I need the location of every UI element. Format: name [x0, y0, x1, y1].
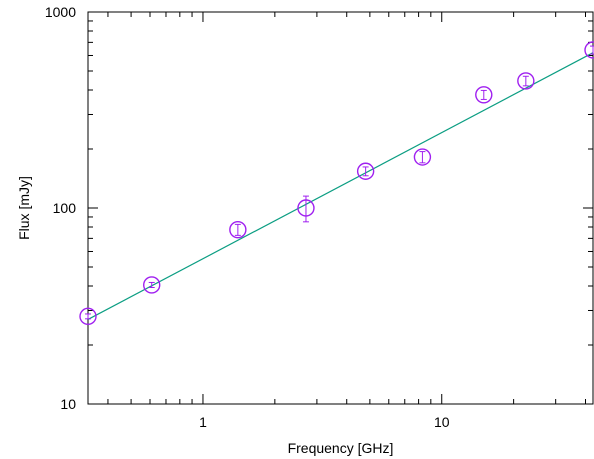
data-point — [143, 276, 161, 294]
fit-line — [87, 52, 594, 320]
plot-frame — [87, 11, 594, 405]
data-point — [413, 148, 432, 166]
y-tick-label: 1000 — [45, 4, 76, 20]
y-tick-label: 10 — [60, 396, 76, 412]
data-point — [356, 162, 375, 180]
data-point — [229, 220, 247, 239]
data-point — [79, 307, 97, 326]
x-tick-label: 1 — [199, 414, 207, 430]
data-point — [584, 41, 594, 59]
data-point — [475, 86, 493, 104]
data-point — [517, 72, 535, 90]
x-tick-label: 10 — [434, 414, 450, 430]
x-axis-title: Frequency [GHz] — [288, 440, 394, 456]
y-axis-title: Flux [mJy] — [16, 176, 32, 240]
y-tick-label: 100 — [53, 200, 77, 216]
data-point — [297, 199, 315, 217]
